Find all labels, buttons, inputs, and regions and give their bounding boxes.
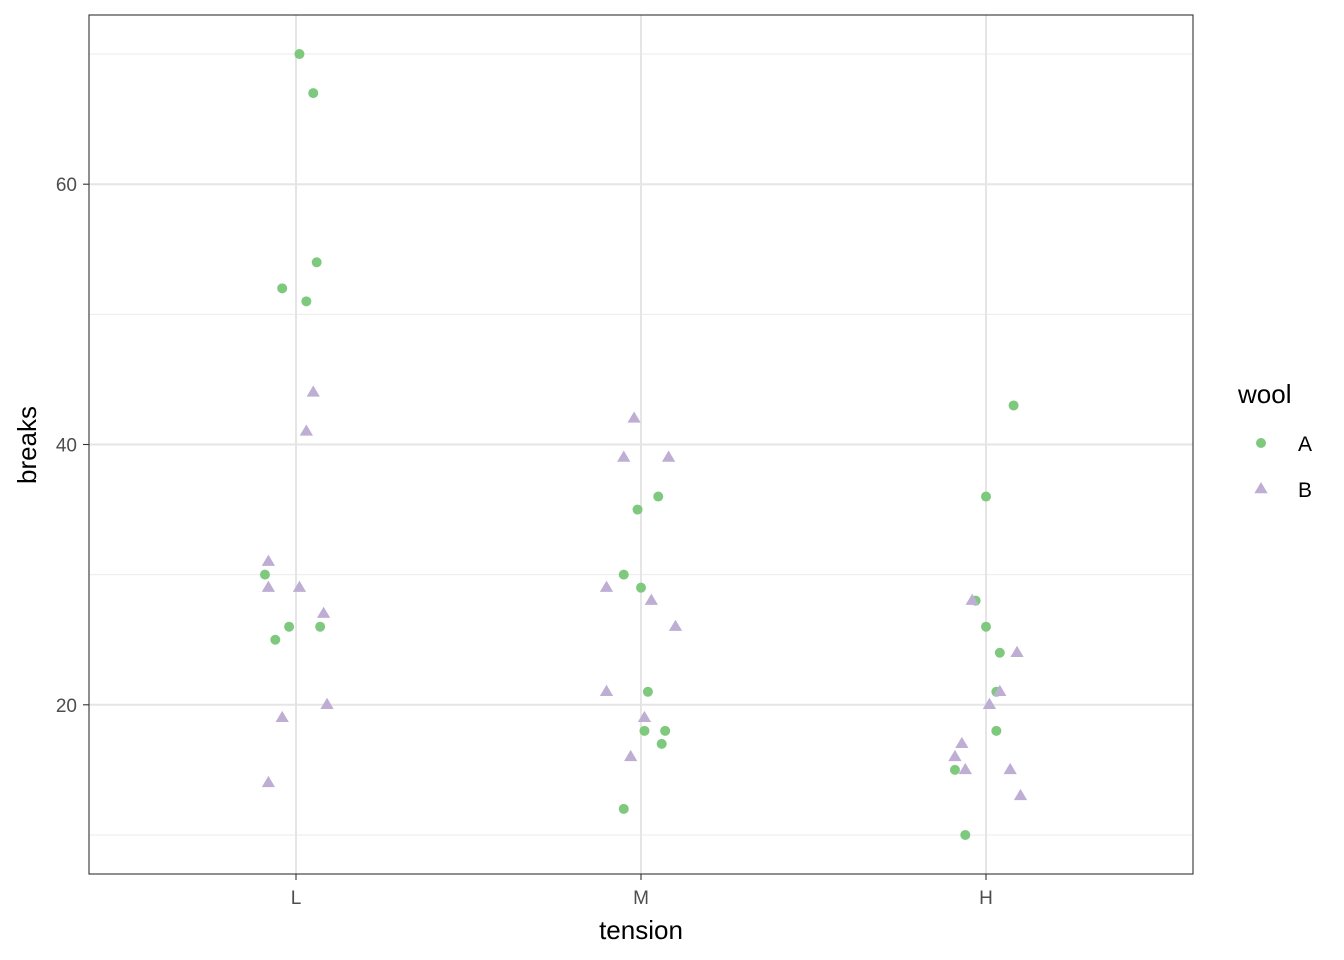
- point-wool-A: [949, 764, 960, 775]
- y-tick-label: 60: [56, 175, 77, 196]
- point-wool-A: [639, 725, 650, 736]
- y-axis-label: breaks: [12, 406, 42, 484]
- point-wool-B: [637, 710, 652, 723]
- point-wool-A: [259, 569, 270, 580]
- point-wool-A: [311, 257, 322, 268]
- legend-label: B: [1298, 479, 1312, 502]
- point-wool-A: [315, 621, 326, 632]
- point-wool-A: [981, 621, 991, 632]
- axes: 20 40 60 L M H: [56, 175, 993, 909]
- grid: [89, 15, 1193, 874]
- point-wool-B: [1013, 788, 1028, 801]
- point-wool-A: [981, 491, 991, 502]
- x-tick-label: M: [633, 888, 649, 909]
- point-wool-B: [661, 450, 676, 462]
- point-wool-A: [660, 725, 671, 736]
- point-wool-A: [636, 582, 646, 593]
- legend-title: wool: [1237, 379, 1291, 409]
- point-wool-B: [261, 775, 276, 788]
- point-wool-A: [960, 829, 971, 840]
- y-tick-label: 40: [56, 436, 77, 457]
- point-wool-B: [965, 593, 979, 605]
- point-wool-B: [668, 619, 683, 631]
- point-wool-B: [617, 450, 631, 462]
- point-wool-B: [624, 749, 638, 762]
- legend: wool AB: [1237, 379, 1312, 502]
- point-wool-B: [1010, 645, 1024, 657]
- point-wool-A: [301, 296, 312, 307]
- point-wool-A: [632, 504, 643, 515]
- point-wool-B: [320, 697, 334, 710]
- point-wool-A: [656, 738, 667, 749]
- point-wool-B: [644, 593, 658, 605]
- point-wool-A: [270, 634, 281, 645]
- point-wool-A: [284, 621, 295, 632]
- point-wool-B: [261, 554, 276, 566]
- point-wool-B: [993, 684, 1007, 696]
- points: [259, 49, 1028, 840]
- point-wool-A: [618, 569, 629, 580]
- point-wool-B: [261, 580, 276, 592]
- point-wool-B: [599, 580, 614, 592]
- point-wool-A: [653, 491, 664, 502]
- point-wool-B: [299, 424, 313, 436]
- point-wool-B: [627, 411, 641, 423]
- point-wool-B: [948, 749, 962, 762]
- x-tick-label: L: [291, 888, 302, 909]
- point-wool-B: [982, 697, 997, 710]
- x-tick-label: H: [979, 888, 993, 909]
- legend-label: A: [1298, 433, 1312, 456]
- y-tick-label: 20: [56, 696, 77, 717]
- point-wool-B: [275, 710, 289, 723]
- point-wool-A: [991, 725, 1002, 736]
- point-wool-A: [642, 686, 653, 697]
- point-wool-A: [294, 49, 305, 60]
- point-wool-B: [1003, 762, 1017, 775]
- point-wool-A: [1008, 400, 1019, 411]
- point-wool-B: [316, 606, 331, 618]
- point-wool-A: [618, 803, 629, 814]
- point-wool-B: [958, 762, 972, 775]
- point-wool-B: [599, 684, 614, 696]
- point-wool-A: [277, 283, 288, 294]
- point-wool-B: [955, 736, 969, 749]
- point-wool-A: [308, 88, 319, 99]
- x-axis-label: tension: [599, 915, 683, 945]
- legend-key-A: [1256, 438, 1266, 448]
- legend-key-B: [1254, 482, 1268, 494]
- point-wool-A: [994, 647, 1005, 658]
- point-wool-B: [292, 580, 307, 592]
- point-wool-B: [306, 385, 320, 397]
